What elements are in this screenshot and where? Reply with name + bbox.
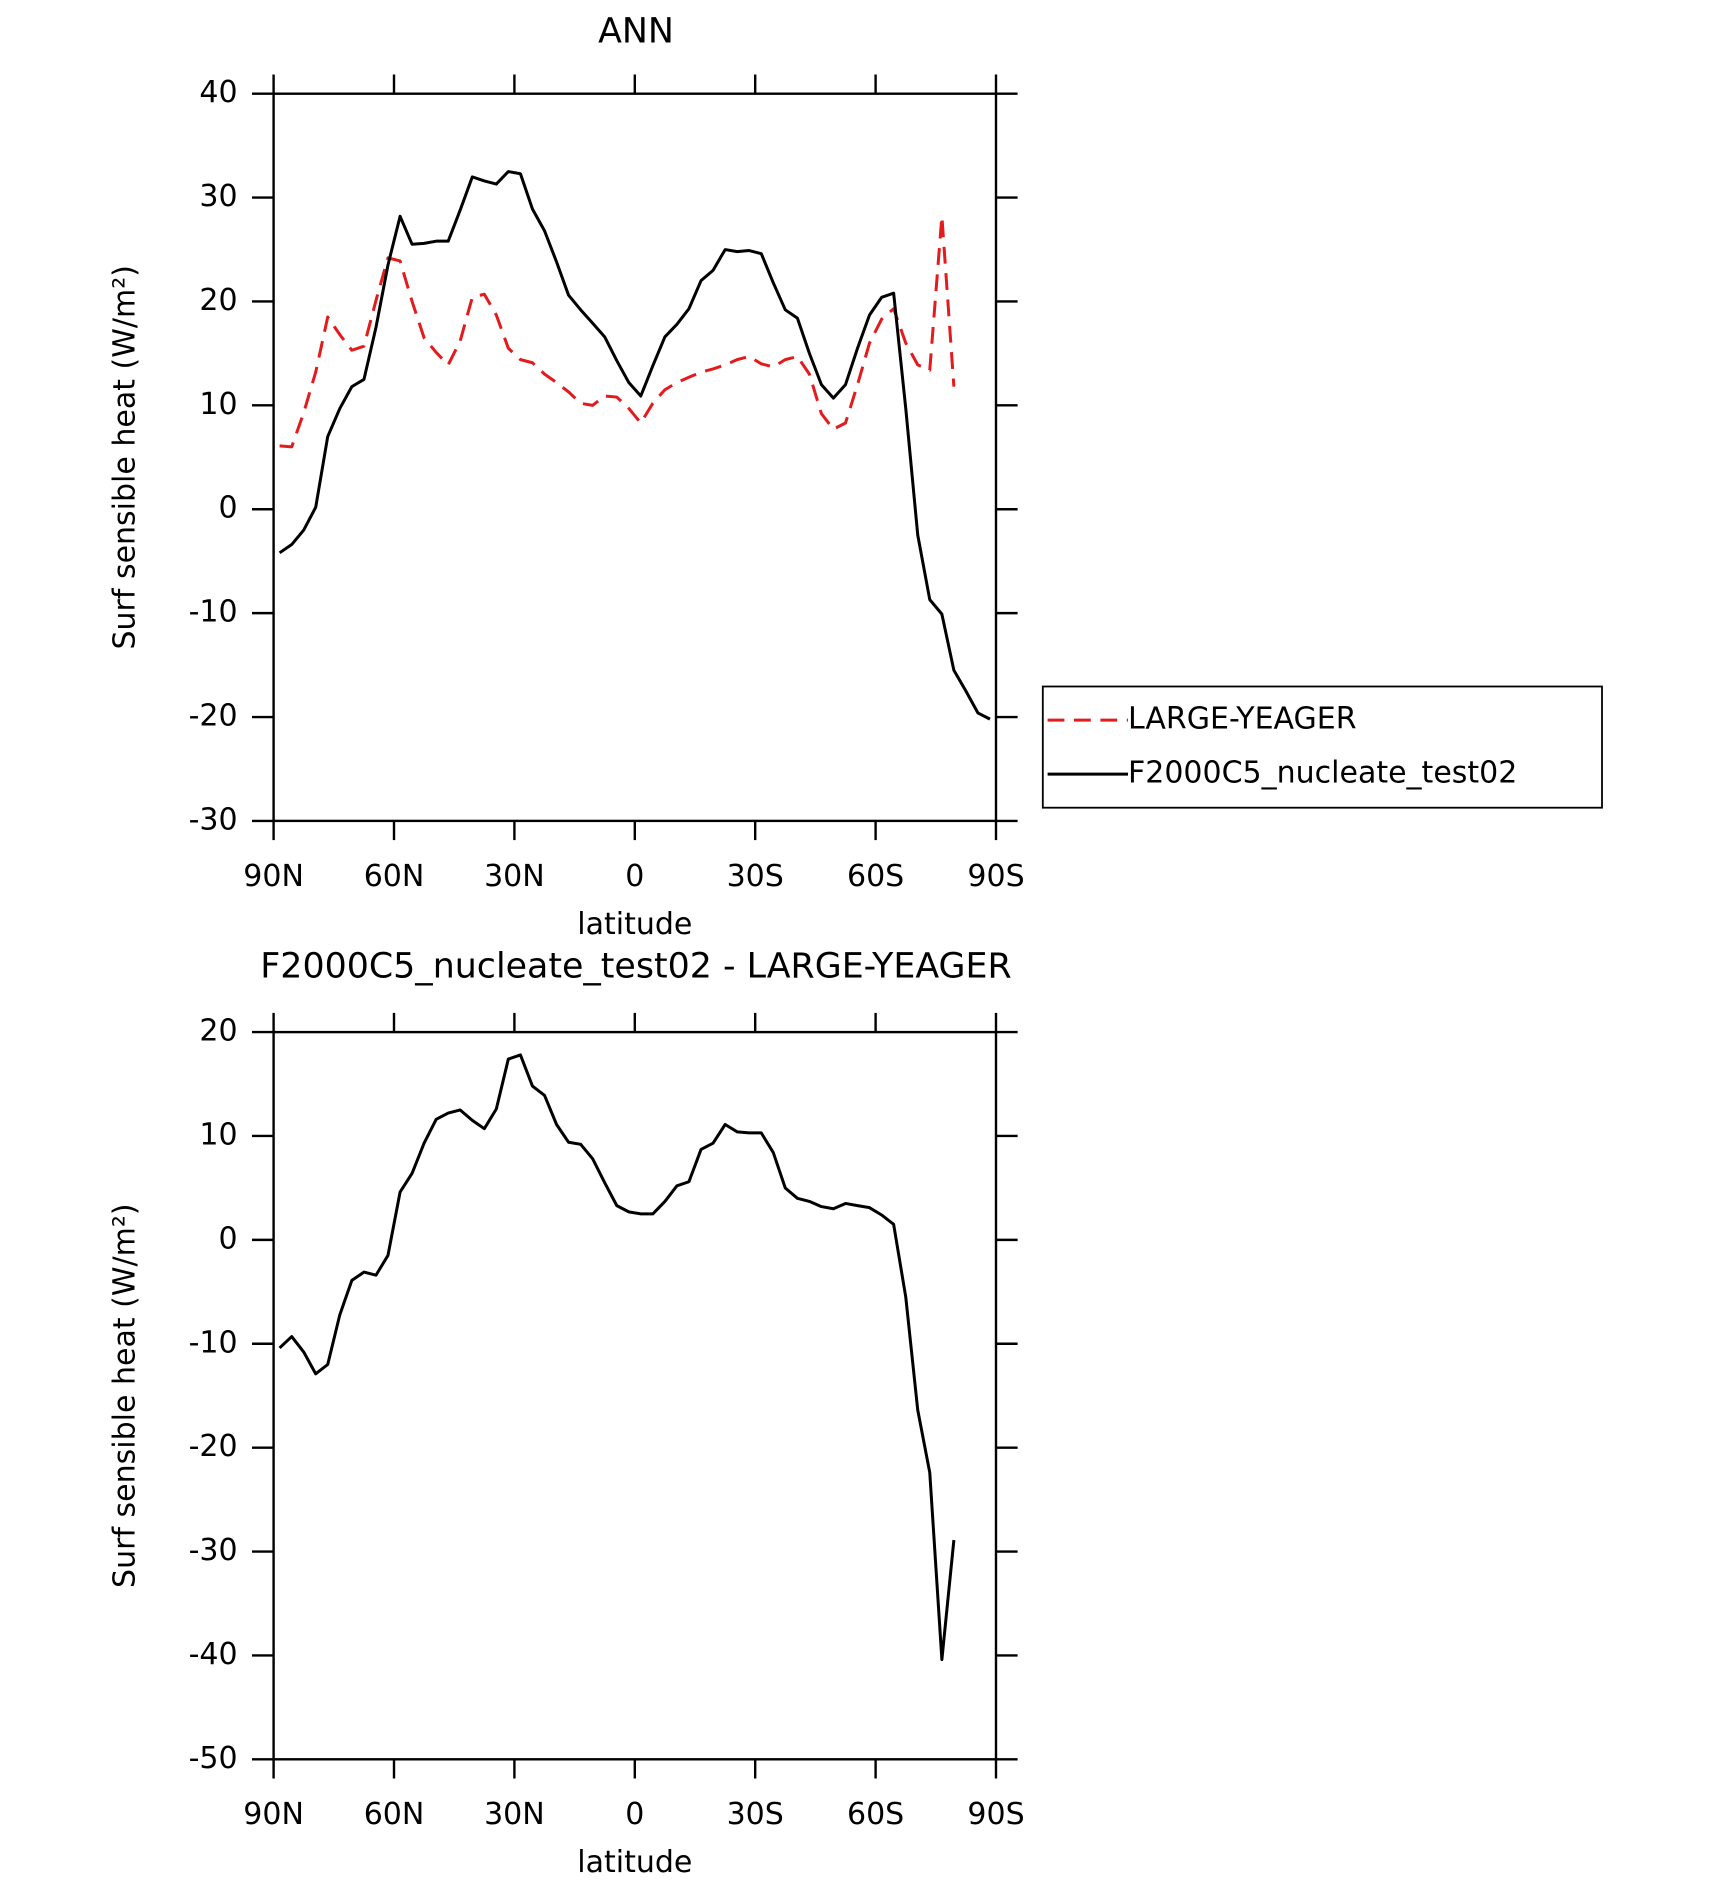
y-tick-label: -20 (189, 699, 238, 734)
x-tick-label: 90N (243, 1797, 304, 1832)
x-tick-label: 30S (727, 859, 784, 894)
plot-frame (272, 1030, 998, 1761)
y-tick-label: 40 (199, 75, 237, 110)
plot-frame (272, 92, 998, 823)
y-tick-label: -30 (189, 1533, 238, 1568)
x-tick-label: 60N (364, 859, 425, 894)
series-line (278, 170, 991, 721)
y-tick-label: 30 (199, 179, 237, 214)
y-axis-label: Surf sensible heat (W/m²) (108, 1203, 143, 1588)
legend-box (1041, 685, 1603, 809)
y-tick-label: -20 (189, 1429, 238, 1464)
y-tick-label: -40 (189, 1637, 238, 1672)
x-axis-label: latitude (577, 1845, 692, 1880)
y-tick-label: 20 (199, 1014, 237, 1049)
y-axis-label: Surf sensible heat (W/m²) (108, 265, 143, 650)
x-tick-label: 90S (967, 1797, 1024, 1832)
x-tick-label: 30N (484, 859, 545, 894)
y-tick-label: 20 (199, 283, 237, 318)
legend-label: LARGE-YEAGER (1128, 702, 1357, 737)
y-tick-label: 0 (219, 491, 238, 526)
x-tick-label: 30S (727, 1797, 784, 1832)
x-tick-label: 60S (847, 1797, 904, 1832)
series-line (278, 1053, 956, 1662)
chart-title: F2000C5_nucleate_test02 - LARGE-YEAGER (260, 946, 1011, 986)
y-tick-label: 0 (219, 1221, 238, 1256)
chart-title: ANN (598, 12, 674, 52)
y-tick-label: 10 (199, 1117, 237, 1152)
x-tick-label: 90N (243, 859, 304, 894)
y-tick-label: -10 (189, 1325, 238, 1360)
y-tick-label: -10 (189, 595, 238, 630)
x-tick-label: 60N (364, 1797, 425, 1832)
x-tick-label: 60S (847, 859, 904, 894)
x-tick-label: 30N (484, 1797, 545, 1832)
series-line (279, 214, 956, 449)
x-tick-label: 0 (625, 1797, 644, 1832)
x-axis-label: latitude (577, 907, 692, 942)
legend-label: F2000C5_nucleate_test02 (1128, 756, 1517, 791)
y-tick-label: 10 (199, 387, 237, 422)
y-tick-label: -30 (189, 802, 238, 837)
x-tick-label: 90S (967, 859, 1024, 894)
y-tick-label: -50 (189, 1741, 238, 1776)
x-tick-label: 0 (625, 859, 644, 894)
